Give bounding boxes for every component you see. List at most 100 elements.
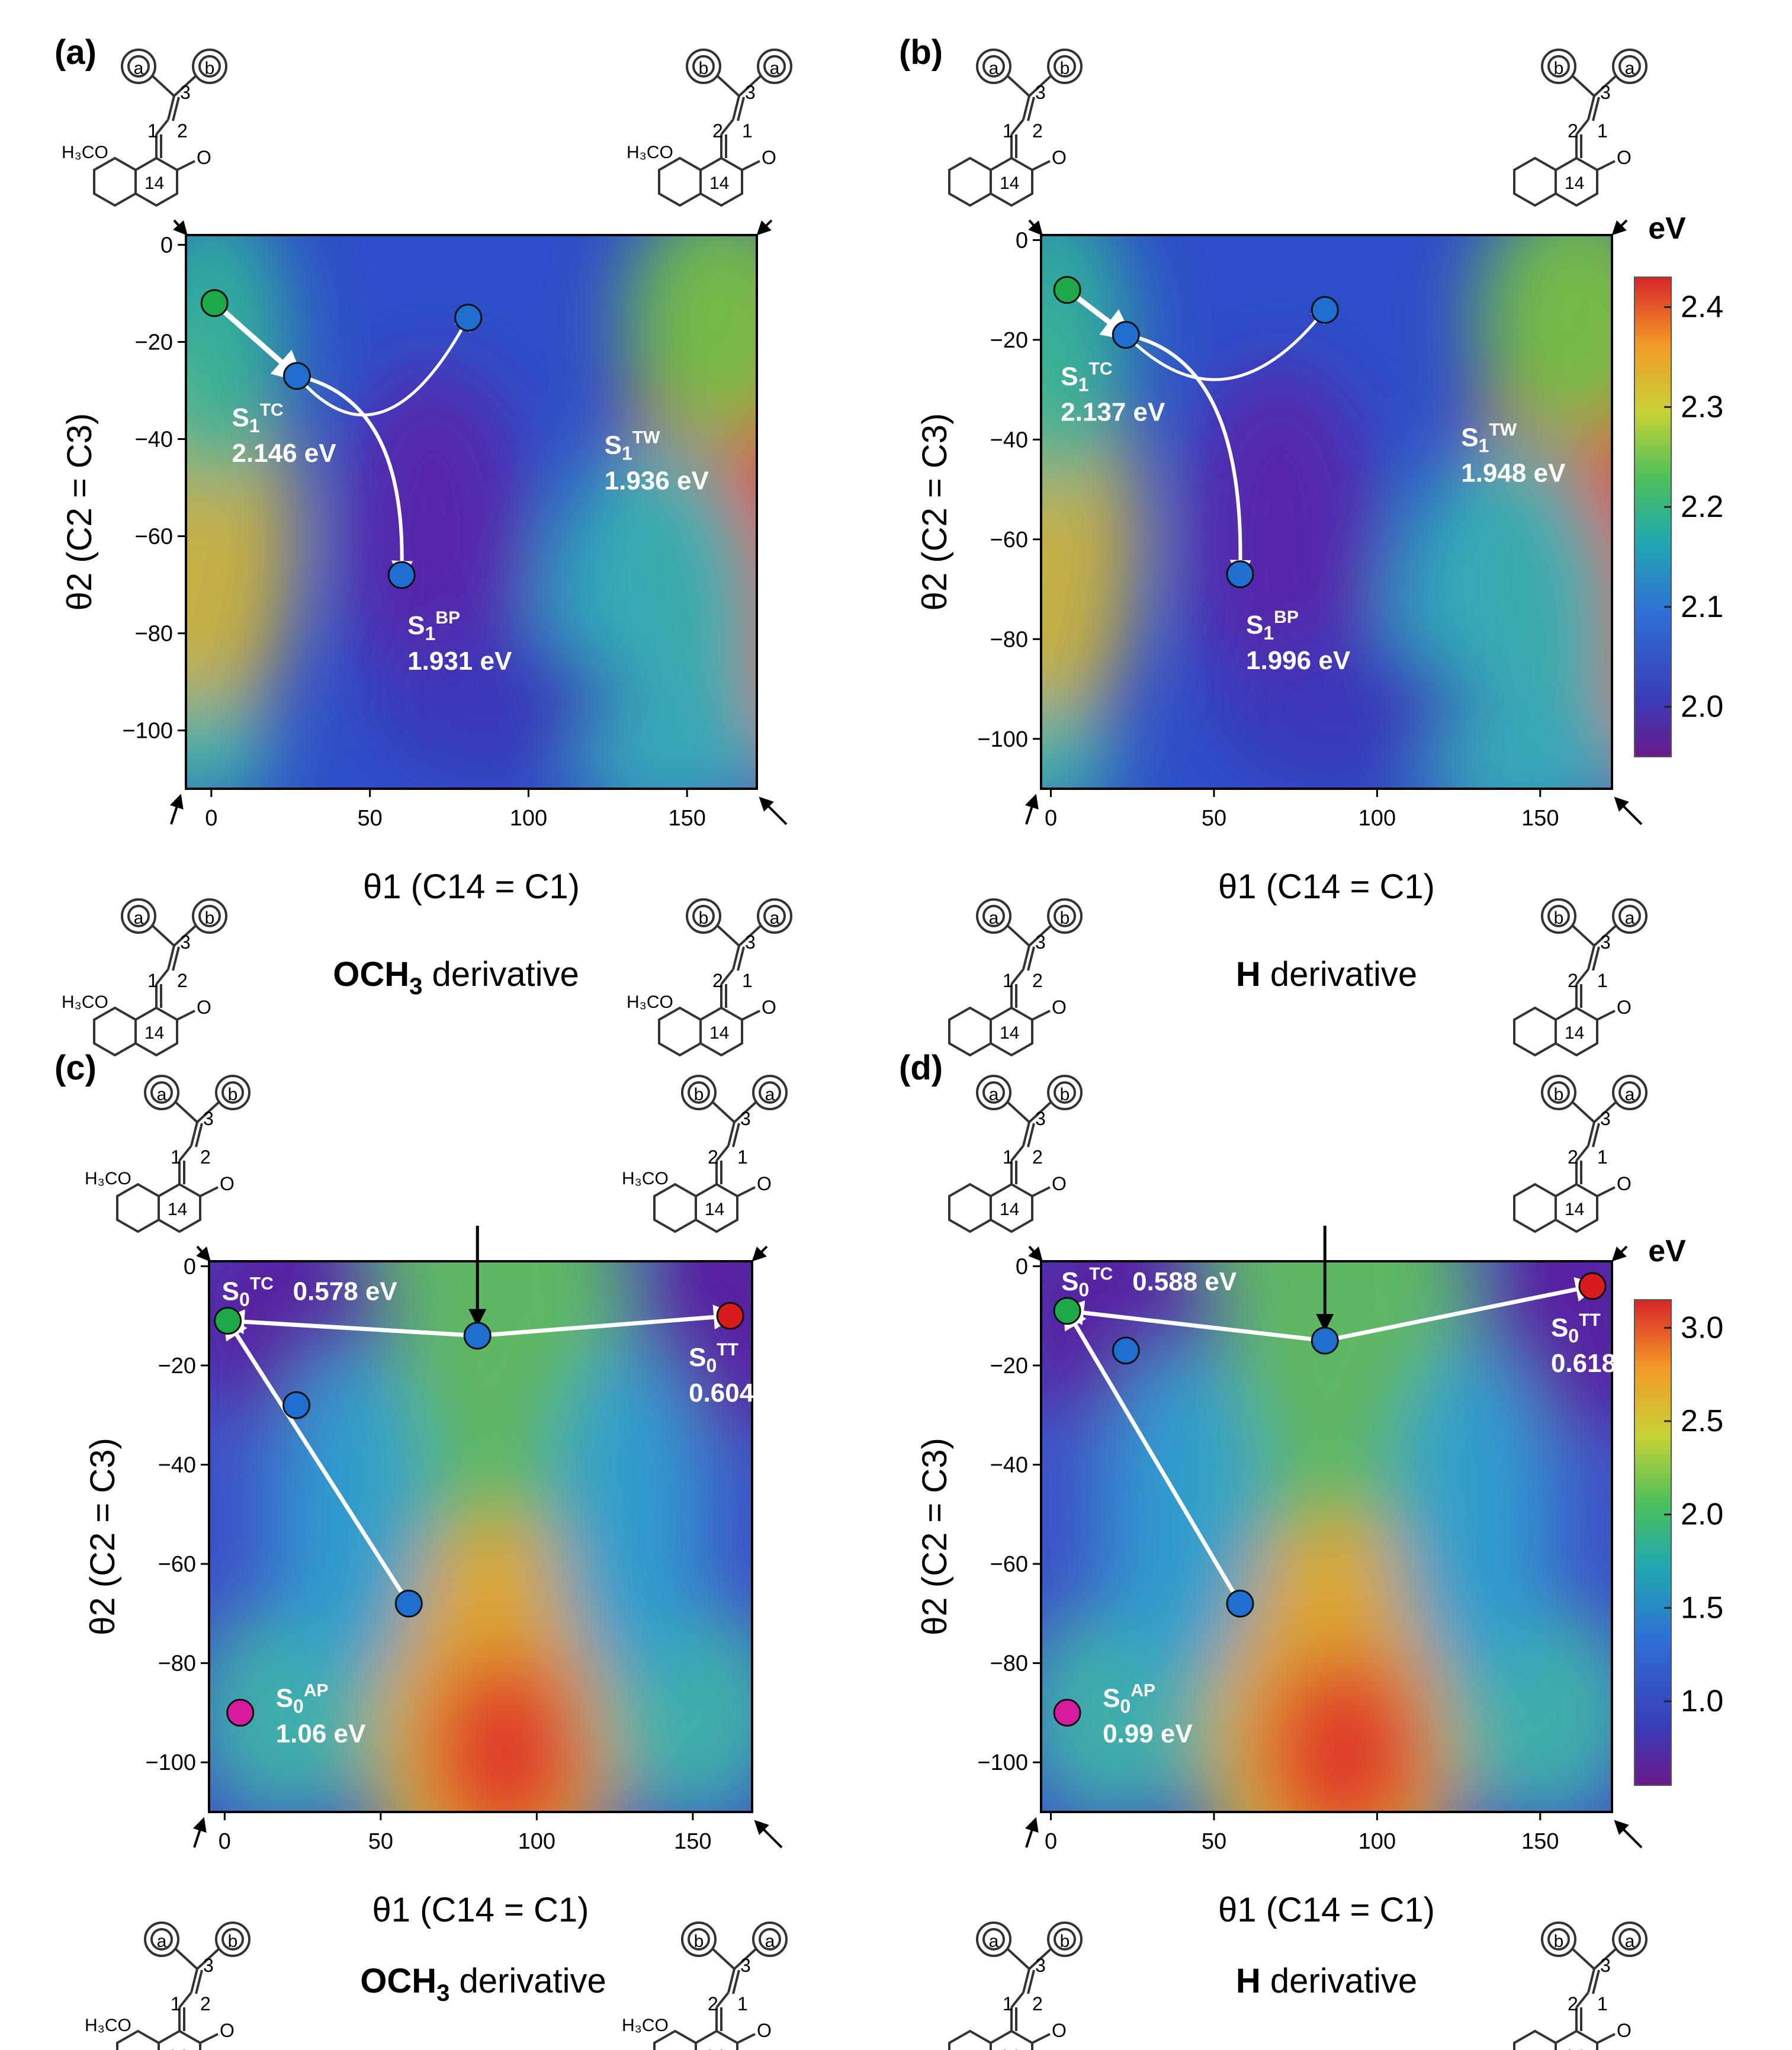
- corner-arrow: [1611, 1245, 1628, 1262]
- carbon-label-2: 2: [177, 970, 188, 991]
- carbon-label-14: 14: [709, 173, 729, 193]
- y-tick-label: −60: [990, 1552, 1028, 1577]
- data-point: [394, 1589, 423, 1618]
- carbon-label-14: 14: [705, 2046, 724, 2050]
- carbon-label-2: 2: [200, 1993, 211, 2014]
- state-energy: 1.996 eV: [1246, 646, 1351, 675]
- state-energy: 0.578 eV: [293, 1277, 398, 1306]
- state-label: S1TC: [1061, 359, 1112, 395]
- corner-arrow: [1028, 219, 1043, 236]
- y-tick-label: −40: [990, 1453, 1028, 1478]
- state-symbol: S: [1103, 1683, 1120, 1712]
- corner-arrow: [1614, 1820, 1643, 1849]
- data-point: [282, 362, 311, 390]
- x-tick-label: 150: [668, 806, 705, 831]
- ring-label-a: a: [134, 908, 144, 928]
- carbon-label-3: 3: [1035, 1955, 1046, 1976]
- heatmap-region: [1475, 235, 1612, 440]
- y-tick-label: −40: [135, 427, 173, 452]
- carbonyl-oxygen: O: [1617, 1173, 1632, 1194]
- carbonyl-oxygen: O: [1052, 2020, 1067, 2041]
- corner-arrow: [192, 1817, 207, 1848]
- state-symbol: S: [407, 611, 425, 640]
- carbon-label-2: 2: [712, 120, 723, 142]
- data-point: [1578, 1272, 1607, 1300]
- carbon-label-1: 1: [1597, 970, 1608, 991]
- state-label: S1TC: [232, 400, 283, 436]
- y-axis-label: θ2 (C2 = C3): [916, 413, 954, 611]
- y-tick-label: −20: [990, 1354, 1028, 1379]
- methoxy-label: H₃CO: [627, 143, 673, 162]
- pathway-arrow: [477, 1304, 739, 1338]
- ring-label-b: b: [1060, 908, 1070, 928]
- ring-label-a: a: [765, 1932, 775, 1951]
- carbon-label-3: 3: [740, 1955, 751, 1976]
- heatmap-region: [427, 1653, 584, 1812]
- state-subscript: 1: [1263, 622, 1274, 644]
- caption-main: H: [1236, 1962, 1261, 2000]
- y-tick-label: −40: [158, 1453, 196, 1478]
- heatmap-field: [209, 1261, 752, 1812]
- ring-label-a: a: [989, 1085, 999, 1104]
- x-tick-label: 100: [1359, 1829, 1396, 1854]
- carbon-label-14: 14: [144, 173, 164, 193]
- y-tick-label: −100: [977, 727, 1028, 752]
- state-subscript: 0: [239, 1289, 250, 1310]
- y-tick-label: −100: [122, 719, 173, 744]
- data-point: [454, 303, 483, 332]
- corner-arrow: [196, 1245, 211, 1262]
- carbon-label-14: 14: [1565, 1023, 1584, 1043]
- ring-label-b: b: [205, 908, 215, 928]
- carbon-label-14: 14: [1000, 173, 1019, 193]
- state-label: S1TW: [1461, 420, 1517, 456]
- carbon-label-3: 3: [203, 1955, 214, 1976]
- colorbar-tick-label: 2.3: [1681, 390, 1723, 424]
- colorbar-tick-label: 2.1: [1681, 590, 1723, 624]
- carbon-label-14: 14: [144, 1023, 164, 1043]
- methoxy-label: H₃CO: [62, 143, 108, 162]
- pathway-arrow: [223, 1313, 411, 1605]
- methoxy-label: H₃CO: [62, 992, 108, 1012]
- ring-label-a: a: [989, 59, 999, 78]
- colorbar-tick-label: 2.4: [1681, 290, 1723, 324]
- data-point: [1311, 1326, 1339, 1355]
- x-tick-label: 0: [1045, 806, 1057, 831]
- x-tick-label: 100: [518, 1829, 555, 1854]
- colorbar-tick-label: 2.0: [1681, 1498, 1723, 1532]
- carbonyl-oxygen: O: [1617, 147, 1632, 168]
- state-label: S0AP: [1103, 1681, 1155, 1717]
- caption-subscript: 3: [409, 973, 422, 1000]
- x-tick-label: 0: [205, 806, 217, 831]
- carbon-label-1: 1: [1597, 1993, 1608, 2014]
- ring-label-b: b: [1554, 59, 1564, 78]
- y-axis-label: θ2 (C2 = C3): [916, 1438, 954, 1635]
- state-subscript: 0: [1568, 1325, 1579, 1347]
- carbon-label-14: 14: [1000, 2046, 1019, 2050]
- data-point: [1112, 320, 1140, 349]
- corner-arrow: [752, 1245, 768, 1262]
- carbon-label-3: 3: [180, 931, 191, 953]
- carbonyl-oxygen: O: [757, 2020, 772, 2041]
- carbon-label-14: 14: [1565, 2046, 1584, 2050]
- state-symbol: S: [605, 430, 622, 460]
- methoxy-label: H₃CO: [627, 992, 673, 1012]
- state-superscript: TC: [250, 1274, 274, 1294]
- plot-frame: [1040, 234, 1613, 790]
- corner-structure: a b3 12 14 O: [948, 1922, 1083, 2050]
- methoxy-label: H₃CO: [85, 1169, 131, 1188]
- colorbar-gradient: [1634, 1299, 1672, 1786]
- state-label: S1BP: [407, 608, 460, 644]
- y-tick-label: −20: [990, 328, 1028, 353]
- state-symbol: S: [222, 1277, 239, 1306]
- y-tick-label: 0: [1016, 1254, 1028, 1279]
- panel-a: (a) 0 50 100 150 0 −20 −40 −60 −80 −100 θ1 (C14 = C…: [54, 33, 792, 1056]
- carbon-label-1: 1: [1597, 120, 1608, 142]
- carbon-label-2: 2: [1032, 970, 1043, 991]
- caption-rest: derivative: [422, 955, 579, 994]
- x-tick-label: 100: [1359, 806, 1396, 831]
- state-label: S1TW: [605, 428, 660, 464]
- corner-arrow: [1025, 1817, 1039, 1848]
- carbonyl-oxygen: O: [220, 1173, 235, 1194]
